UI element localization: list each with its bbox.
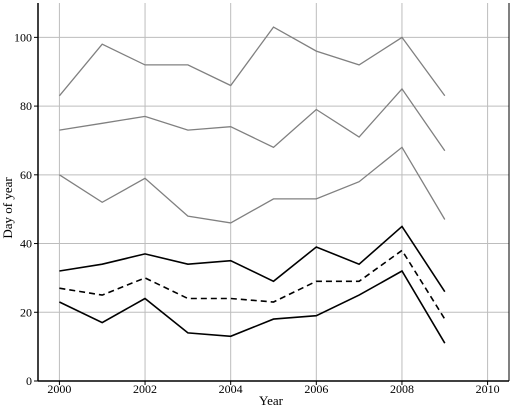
plot-frame <box>37 3 510 382</box>
x-tick-label: 2006 <box>304 382 328 396</box>
series-line-2 <box>59 87 446 152</box>
x-tick-label: 2010 <box>476 382 500 396</box>
series-line-1 <box>58 26 446 97</box>
y-tick-label: 80 <box>20 99 32 113</box>
series-line-3 <box>59 146 446 224</box>
x-tick-label: 2000 <box>47 382 71 396</box>
x-axis: 2000 2002 2004 2006 2008 2010 <box>47 381 500 396</box>
gridlines <box>38 3 509 382</box>
y-tick-label: 60 <box>20 168 32 182</box>
y-tick-label: 20 <box>20 305 32 319</box>
series-lines <box>58 26 446 344</box>
y-tick-label: 100 <box>14 30 32 44</box>
y-tick-label: 40 <box>20 237 32 251</box>
x-axis-label: Year <box>259 393 284 407</box>
x-tick-label: 2004 <box>219 382 243 396</box>
x-tick-label: 2002 <box>133 382 157 396</box>
series-line-6 <box>59 269 446 344</box>
series-line-5 <box>59 249 446 320</box>
y-tick-label: 0 <box>26 374 32 388</box>
x-tick-label: 2008 <box>390 382 414 396</box>
y-axis: 0 20 40 60 80 100 <box>14 30 38 388</box>
y-axis-label: Day of year <box>0 177 15 239</box>
series-line-4 <box>59 225 446 293</box>
